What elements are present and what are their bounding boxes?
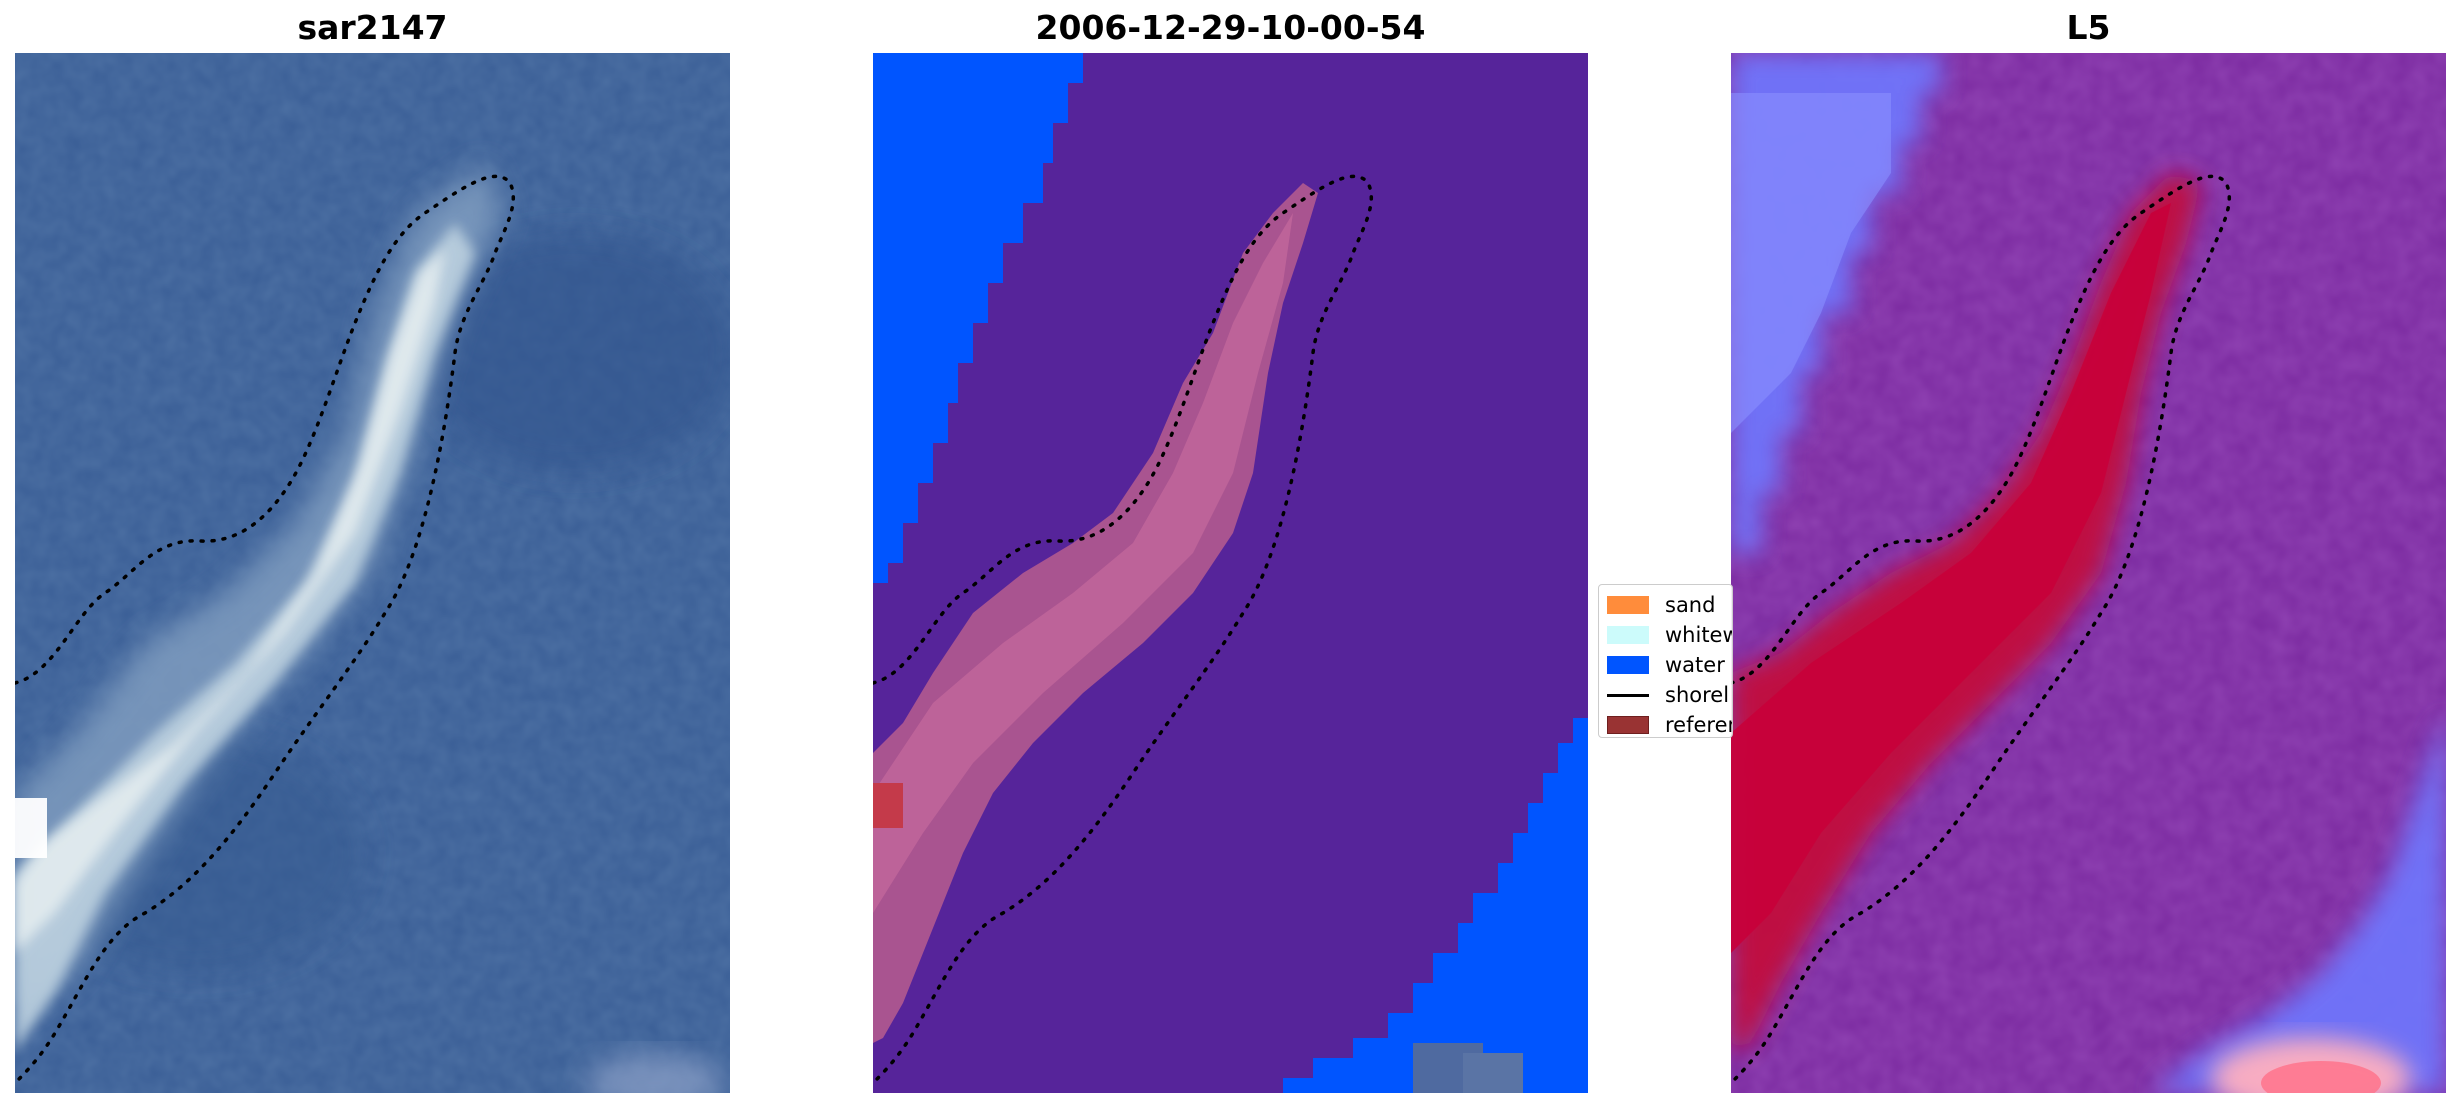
legend-item-shoreline: shorel (1607, 681, 1729, 709)
classified-image (873, 53, 1588, 1093)
legend-label: shorel (1665, 683, 1730, 707)
legend: sand whitew water shorel referen (1598, 584, 1733, 738)
legend-label: whitew (1665, 623, 1733, 647)
panel-title-index: L5 (2066, 8, 2111, 47)
legend-label: sand (1665, 593, 1716, 617)
index-panel (1731, 53, 2446, 1093)
panel-title-rgb: sar2147 (297, 8, 448, 47)
legend-label: referen (1665, 713, 1732, 737)
rgb-image-panel (15, 53, 730, 1093)
legend-label: water (1665, 653, 1725, 677)
legend-item-sand: sand (1607, 591, 1715, 619)
legend-swatch-whitewater (1607, 626, 1649, 644)
legend-item-whitewater: whitew (1607, 621, 1733, 649)
legend-swatch-sand (1607, 596, 1649, 614)
legend-line-shoreline (1607, 693, 1649, 697)
classification-panel (873, 53, 1588, 1093)
panel-title-classification: 2006-12-29-10-00-54 (1035, 8, 1426, 47)
legend-swatch-water (1607, 656, 1649, 674)
legend-item-water: water (1607, 651, 1725, 679)
legend-swatch-reference (1607, 716, 1649, 734)
legend-item-reference: referen (1607, 711, 1732, 737)
rgb-satellite-image (15, 53, 730, 1093)
index-image (1731, 53, 2446, 1093)
